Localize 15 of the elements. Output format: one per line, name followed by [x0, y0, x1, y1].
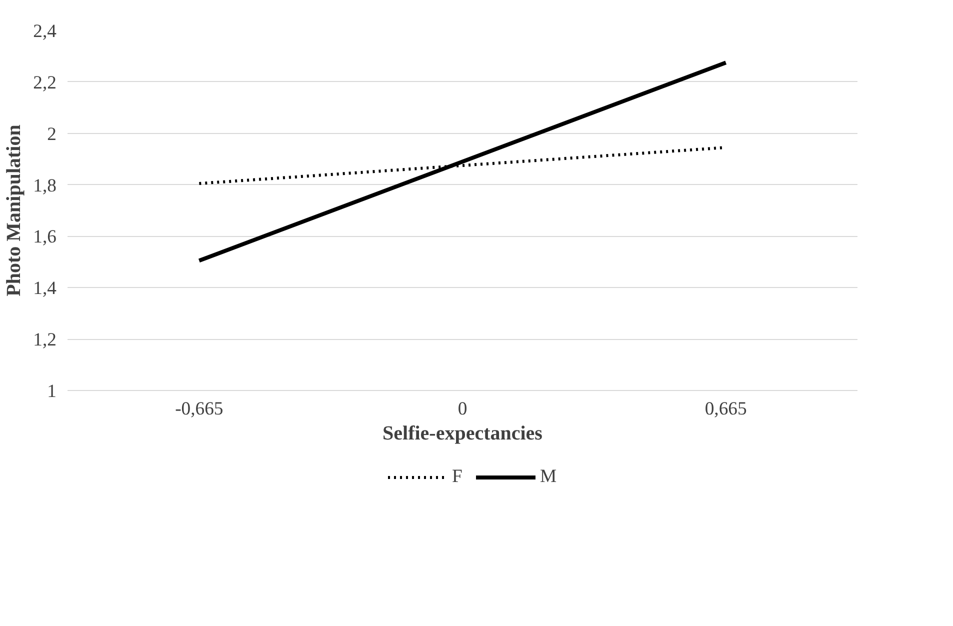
y-tick-label: 1 [47, 381, 56, 402]
y-tick-label: 1,4 [33, 278, 58, 300]
x-tick-label: 0 [458, 398, 468, 420]
y-axis-title: Photo Manipulation [3, 124, 26, 296]
y-tick-label: 1,6 [33, 226, 57, 248]
x-tick-label: -0,665 [175, 398, 224, 420]
y-tick-label: 2,2 [33, 72, 57, 94]
legend-label: M [540, 466, 558, 488]
y-tick-label: 2,4 [33, 21, 58, 42]
y-tick-label: 1,8 [33, 175, 57, 196]
x-tick-label: 0,665 [704, 398, 747, 420]
y-tick-label: 1,2 [33, 330, 57, 351]
legend-label: F [452, 466, 464, 488]
x-axis-title: Selfie-expectancies [382, 422, 543, 444]
y-tick-label: 2 [47, 124, 56, 145]
